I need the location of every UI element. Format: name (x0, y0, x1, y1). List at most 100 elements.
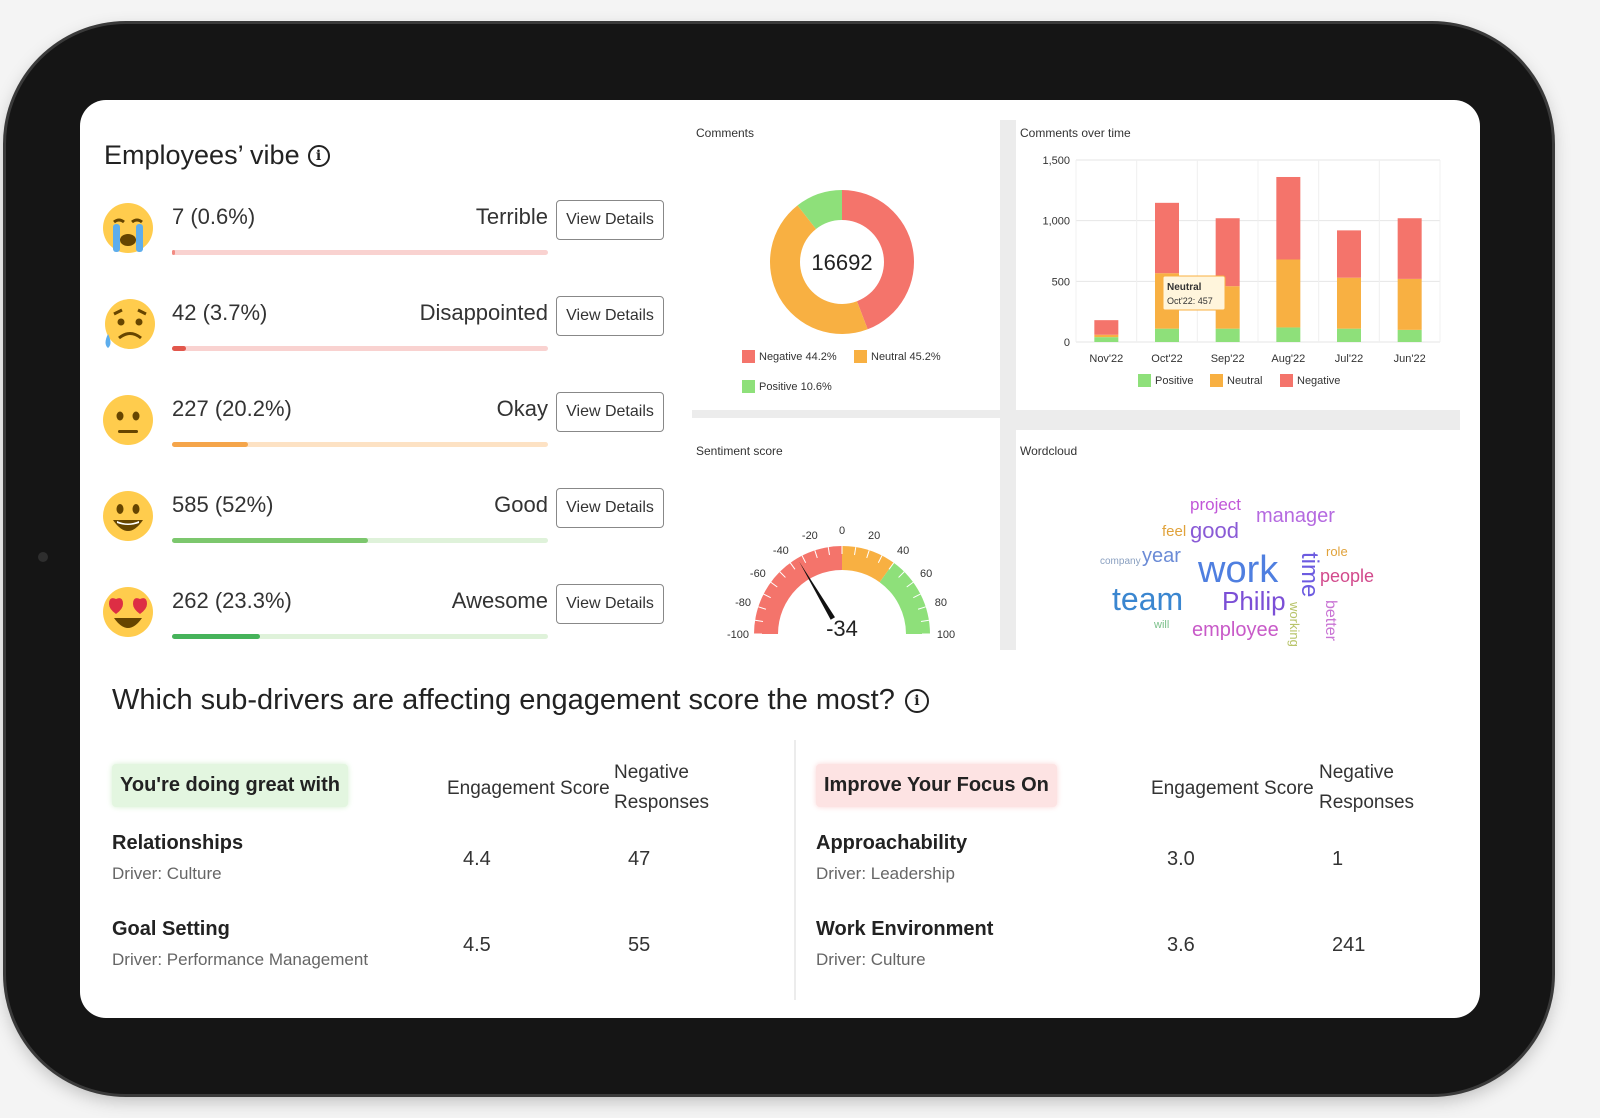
legend-swatch (1138, 374, 1151, 387)
subdrivers-title: Which sub-drivers are affecting engageme… (112, 684, 929, 717)
wordcloud-word[interactable]: better (1322, 600, 1339, 642)
bar-neutral[interactable] (1337, 277, 1361, 329)
wordcloud-word[interactable]: year (1142, 545, 1181, 567)
wordcloud-word[interactable]: people (1320, 566, 1374, 586)
comments-donut-chart: 16692 Negative 44.2% Neutral 45.2% Positive… (742, 190, 941, 393)
wordcloud-word[interactable]: company (1100, 556, 1141, 567)
improve-focus-table: Improve Your Focus On Engagement Score N… (816, 760, 1456, 1000)
legend-negative[interactable]: Negative 44.2% (742, 350, 837, 363)
donut-slice-negative[interactable] (842, 190, 914, 330)
responses-header: Responses (614, 792, 710, 813)
legend-label: Neutral (1227, 375, 1262, 387)
legend-positive[interactable]: Positive (1138, 374, 1194, 387)
doing-great-table: You're doing great with Engagement Score… (112, 760, 752, 1000)
gauge-tick (906, 581, 914, 588)
legend-negative[interactable]: Negative (1280, 374, 1340, 387)
wordcloud-word[interactable]: work (1197, 549, 1279, 591)
view-details-button[interactable]: View Details (556, 392, 664, 432)
gauge-tick-label: 80 (935, 597, 947, 609)
legend-swatch (1210, 374, 1223, 387)
wordcloud-word[interactable]: employee (1192, 619, 1279, 641)
bar-neutral[interactable] (1397, 278, 1422, 330)
bar-neutral[interactable] (1094, 334, 1119, 338)
gauge-tick (814, 550, 818, 559)
gauge-neutral-band (842, 546, 894, 583)
info-icon[interactable]: i (904, 688, 929, 713)
legend-neutral[interactable]: Neutral (1210, 374, 1262, 387)
gauge-tick-label: 20 (868, 530, 880, 542)
wordcloud: project manager feel good year work timepeople… (1100, 495, 1374, 647)
gauge-tick-label: -40 (773, 545, 789, 557)
smiling-face-icon (103, 491, 153, 541)
wordcloud-title: Wordcloud (1020, 444, 1078, 458)
subdrivers-title-text: Which sub-drivers are affecting engageme… (112, 684, 895, 716)
row-name: Approachability (816, 832, 968, 854)
row-score: 4.4 (463, 848, 491, 870)
donut-slice-neutral[interactable] (770, 205, 868, 334)
vibe-label: Awesome (451, 588, 548, 613)
view-details-button[interactable]: View Details (556, 488, 664, 528)
view-details-button[interactable]: View Details (556, 200, 664, 240)
panel-divider (1016, 410, 1460, 430)
bar-neutral[interactable] (1276, 259, 1301, 328)
bar-negative[interactable] (1094, 320, 1119, 335)
gauge-tick (779, 571, 786, 578)
vibe-row-good: 585 (52%) Good View Details (100, 488, 670, 568)
employees-vibe-card: Employees’ vibe i 7 (0.6%) Terrible View D… (80, 100, 680, 660)
bar-positive[interactable] (1215, 328, 1240, 342)
vibe-count: 227 (20.2%) (172, 396, 292, 421)
bar-negative[interactable] (1155, 202, 1179, 274)
gauge-tick (913, 593, 921, 599)
info-icon[interactable]: i (307, 144, 330, 167)
legend-positive[interactable]: Positive 10.6% (742, 380, 832, 393)
bar-negative[interactable] (1276, 176, 1301, 260)
legend-neutral[interactable]: Neutral 45.2% (854, 350, 941, 363)
engagement-score-header: Engagement Score (447, 778, 610, 799)
bar-negative[interactable] (1215, 218, 1240, 287)
row-driver: Driver: Culture (816, 950, 926, 969)
bar-positive[interactable] (1276, 327, 1301, 342)
y-tick-label: 1,000 (1042, 216, 1070, 228)
negative-header: Negative (614, 762, 689, 783)
row-driver: Driver: Culture (112, 864, 222, 883)
vibe-label: Disappointed (419, 300, 548, 325)
legend-swatch (854, 350, 867, 363)
gauge-tick (770, 581, 778, 588)
bar-positive[interactable] (1155, 328, 1179, 342)
legend-label: Negative (1297, 375, 1340, 387)
row-name: Goal Setting (112, 918, 230, 940)
bar-negative[interactable] (1337, 230, 1361, 278)
vibe-progress-fill (172, 634, 260, 639)
wordcloud-word[interactable]: team (1112, 581, 1183, 617)
x-tick-label: Nov'22 (1089, 353, 1123, 365)
row-score: 3.0 (1167, 848, 1195, 870)
wordcloud-word[interactable]: manager (1256, 505, 1335, 527)
x-tick-label: Jul'22 (1335, 353, 1363, 365)
wordcloud-word[interactable]: feel (1162, 523, 1186, 540)
wordcloud-word[interactable]: role (1326, 544, 1348, 559)
view-details-button[interactable]: View Details (556, 296, 664, 336)
legend-label: Neutral 45.2% (871, 351, 941, 363)
row-negative: 55 (628, 934, 651, 956)
wordcloud-word[interactable]: will (1153, 619, 1169, 631)
wordcloud-word[interactable]: Philip (1222, 586, 1286, 616)
wordcloud-word[interactable]: time (1296, 552, 1323, 597)
bar-positive[interactable] (1337, 328, 1361, 342)
bar-negative[interactable] (1397, 218, 1422, 279)
wordcloud-word[interactable]: working (1287, 601, 1302, 647)
donut-slice-positive[interactable] (797, 190, 842, 229)
x-tick-label: Oct'22 (1151, 353, 1182, 365)
view-details-button[interactable]: View Details (556, 584, 664, 624)
comments-over-time-title: Comments over time (1020, 126, 1131, 140)
vibe-count: 7 (0.6%) (172, 204, 256, 229)
wordcloud-word[interactable]: project (1190, 495, 1241, 514)
vibe-progress-bar (172, 538, 548, 543)
tooltip-title: Neutral (1167, 282, 1202, 293)
bar-positive[interactable] (1094, 337, 1119, 342)
gauge-tick-label: 40 (897, 545, 909, 557)
bar-positive[interactable] (1397, 329, 1422, 342)
comments-over-time-chart: 0 500 1,000 1,500 Nov'22 Oct'22 Sep'22 Aug'22 Ju… (1042, 155, 1441, 387)
wordcloud-word[interactable]: good (1190, 518, 1239, 543)
comments-panel: Comments 16692 Negative 44.2% Neutral 45.2… (692, 120, 1000, 410)
tables-divider (794, 740, 796, 1000)
